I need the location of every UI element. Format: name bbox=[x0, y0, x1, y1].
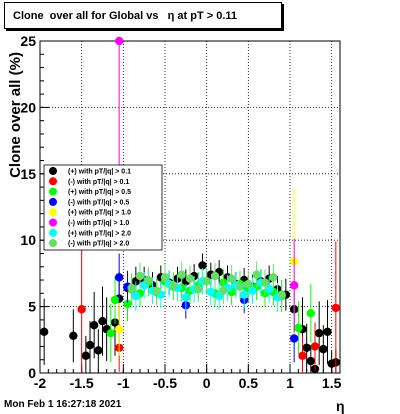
data-series bbox=[39, 36, 341, 374]
data-point bbox=[98, 317, 107, 326]
series-7 bbox=[127, 261, 286, 310]
legend-label: (-) with pT/|q| > 0.5 bbox=[68, 199, 129, 206]
data-point bbox=[277, 290, 286, 299]
x-tick-label: -0.5 bbox=[153, 375, 177, 391]
data-point bbox=[219, 286, 228, 295]
data-point bbox=[310, 342, 320, 351]
legend-marker bbox=[49, 239, 57, 248]
x-tick-label: 1.5 bbox=[322, 375, 342, 391]
data-point bbox=[123, 299, 132, 309]
data-point bbox=[331, 303, 341, 313]
chart-title: Clone over all for Global vs η at pT > 0… bbox=[4, 2, 282, 29]
data-point bbox=[169, 281, 178, 290]
data-point bbox=[244, 279, 253, 289]
data-point bbox=[127, 283, 136, 293]
legend-label: (+) with pT/|q| > 0.1 bbox=[68, 169, 131, 176]
data-point bbox=[114, 324, 124, 334]
x-tick-label: 0.5 bbox=[239, 375, 259, 391]
legend: (+) with pT/|q| > 0.1 (-) with pT/|q| > 0… bbox=[43, 164, 163, 251]
data-point bbox=[306, 356, 316, 366]
x-tick-label: 1 bbox=[286, 375, 294, 391]
legend-label: (+) with pT/|q| > 0.5 bbox=[68, 189, 131, 196]
data-point bbox=[252, 270, 261, 279]
data-point bbox=[260, 278, 270, 287]
data-point bbox=[89, 320, 99, 330]
data-point bbox=[235, 282, 245, 291]
data-point bbox=[69, 331, 78, 341]
y-tick-label: 20 bbox=[20, 99, 36, 115]
data-point bbox=[114, 36, 124, 46]
data-point bbox=[106, 328, 116, 338]
data-point bbox=[39, 327, 49, 337]
data-point bbox=[81, 351, 91, 360]
legend-marker bbox=[49, 177, 57, 186]
data-point bbox=[77, 305, 86, 314]
data-point bbox=[131, 291, 141, 301]
legend-box bbox=[43, 164, 163, 251]
data-point bbox=[227, 274, 236, 283]
data-point bbox=[248, 286, 257, 295]
series-1 bbox=[77, 241, 341, 373]
legend-label: (+) with pT/|q| > 1.0 bbox=[68, 210, 131, 217]
y-axis-title: Clone over all (%) bbox=[7, 52, 24, 178]
data-point bbox=[152, 286, 161, 295]
legend-label: (+) with pT/|q| > 2.0 bbox=[68, 230, 131, 237]
legend-marker bbox=[49, 197, 57, 206]
data-point bbox=[264, 285, 274, 294]
legend-label: (-) with pT/|q| > 0.1 bbox=[68, 179, 129, 186]
data-point bbox=[94, 346, 103, 355]
x-tick-label: 0 bbox=[203, 375, 211, 391]
data-point bbox=[160, 273, 170, 282]
data-point bbox=[239, 290, 249, 299]
legend-label: (-) with pT/|q| > 2.0 bbox=[68, 241, 129, 248]
x-axis-title: η bbox=[336, 398, 345, 414]
data-point bbox=[181, 293, 191, 302]
legend-marker bbox=[49, 167, 57, 175]
data-point bbox=[306, 309, 316, 318]
legend-marker bbox=[49, 218, 57, 227]
data-point bbox=[144, 275, 153, 285]
data-point bbox=[114, 273, 124, 282]
legend-label: (-) with pT/|q| > 1.0 bbox=[68, 220, 129, 227]
data-point bbox=[85, 340, 95, 350]
data-point bbox=[302, 343, 311, 352]
data-point bbox=[177, 270, 186, 279]
x-tick-label: -1.5 bbox=[70, 375, 94, 391]
data-point bbox=[110, 295, 120, 305]
data-point bbox=[206, 287, 216, 297]
y-tick-label: 10 bbox=[20, 232, 36, 248]
data-point bbox=[198, 261, 207, 270]
data-point bbox=[289, 334, 299, 343]
axes: -2 -1.5 -1 -0.5 0 0.5 1 1.5 0 5 10 15 20 25 bbox=[20, 33, 341, 391]
y-tick-label: 15 bbox=[20, 166, 36, 182]
y-tick-label: 5 bbox=[28, 299, 36, 315]
y-tick-label: 25 bbox=[20, 33, 36, 49]
legend-marker bbox=[49, 208, 57, 217]
data-point bbox=[294, 323, 303, 333]
data-point bbox=[323, 327, 332, 337]
timestamp: Mon Feb 1 16:27:18 2021 bbox=[4, 399, 122, 410]
data-point bbox=[135, 271, 145, 281]
data-point bbox=[185, 274, 195, 283]
x-tick-label: -1 bbox=[117, 375, 130, 391]
data-point bbox=[289, 281, 299, 290]
legend-marker bbox=[49, 228, 57, 237]
data-point bbox=[319, 344, 328, 354]
legend-marker bbox=[49, 187, 57, 196]
series-5 bbox=[114, 36, 299, 332]
data-point bbox=[314, 328, 324, 338]
y-tick-label: 0 bbox=[28, 365, 36, 381]
data-point bbox=[194, 285, 203, 294]
x-tick-label: -2 bbox=[34, 375, 47, 391]
data-point bbox=[269, 273, 278, 282]
data-point bbox=[210, 271, 220, 281]
data-point bbox=[202, 277, 211, 286]
data-point bbox=[298, 351, 307, 360]
